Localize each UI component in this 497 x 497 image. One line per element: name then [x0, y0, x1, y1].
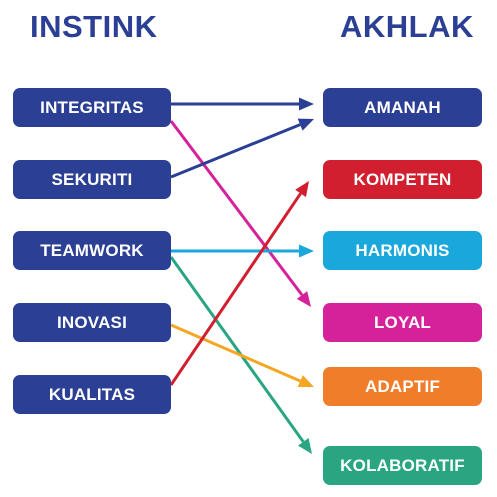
arrow-line — [169, 256, 305, 443]
akhlak-box-loyal: LOYAL — [323, 303, 482, 342]
instink-box-teamwork: TEAMWORK — [13, 231, 171, 270]
akhlak-box-amanah: AMANAH — [323, 88, 482, 127]
instink-box-sekuriti: SEKURITI — [13, 160, 171, 199]
instink-box-kualitas: KUALITAS — [13, 375, 171, 414]
instink-box-inovasi: INOVASI — [13, 303, 171, 342]
arrow-teamwork-to-kolaboratif — [169, 256, 312, 454]
akhlak-box-adaptif: ADAPTIF — [323, 367, 482, 406]
instink-box-integritas: INTEGRITAS — [13, 88, 171, 127]
arrow-line — [170, 123, 301, 179]
arrow-integritas-to-amanah — [171, 97, 314, 111]
arrowhead-icon — [297, 438, 312, 454]
arrowhead-icon — [297, 118, 314, 131]
arrowhead-icon — [299, 97, 314, 111]
arrow-line — [170, 323, 301, 383]
arrow-line — [169, 192, 302, 386]
akhlak-box-kolaboratif: KOLABORATIF — [323, 446, 482, 485]
arrow-sekuriti-to-amanah — [170, 118, 314, 179]
arrow-kualitas-to-kompeten — [169, 181, 309, 386]
arrowhead-icon — [299, 244, 314, 258]
arrowhead-icon — [296, 291, 311, 307]
akhlak-heading: AKHLAK — [340, 9, 474, 44]
arrowhead-icon — [295, 181, 309, 198]
arrowhead-icon — [297, 375, 314, 387]
arrow-line — [169, 120, 304, 296]
arrow-integritas-to-loyal — [169, 120, 311, 307]
instink-heading: INSTINK — [30, 9, 158, 44]
arrow-teamwork-to-harmonis — [171, 244, 314, 258]
arrow-inovasi-to-adaptif — [170, 323, 314, 387]
akhlak-box-kompeten: KOMPETEN — [323, 160, 482, 199]
akhlak-box-harmonis: HARMONIS — [323, 231, 482, 270]
